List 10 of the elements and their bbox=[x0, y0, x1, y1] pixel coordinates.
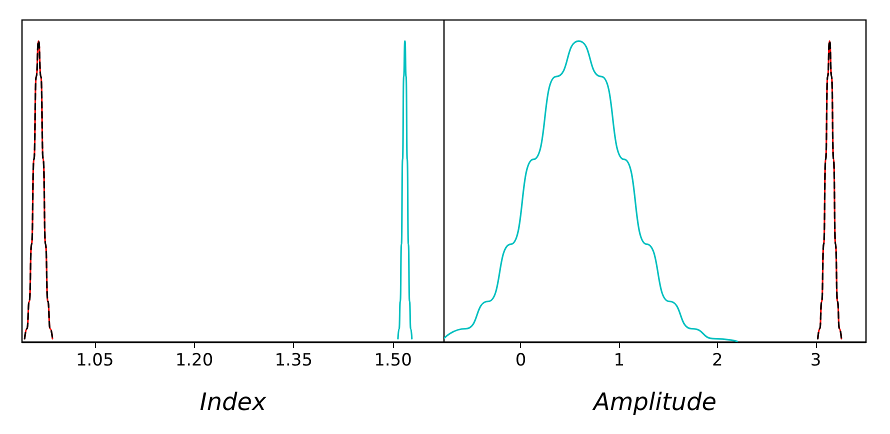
x-tick-label: 1.20 bbox=[175, 350, 214, 370]
x-tick-label: 1.05 bbox=[76, 350, 114, 370]
x-tick-label: 0 bbox=[515, 350, 526, 370]
x-tick-label: 1 bbox=[614, 350, 625, 370]
x-axis-title: Amplitude bbox=[592, 388, 716, 416]
x-tick-label: 1.50 bbox=[374, 350, 412, 370]
x-tick-label: 3 bbox=[810, 350, 822, 370]
x-tick-label: 2 bbox=[712, 350, 723, 370]
x-axis-title: Index bbox=[200, 388, 268, 416]
x-tick-label: 1.35 bbox=[274, 350, 313, 370]
